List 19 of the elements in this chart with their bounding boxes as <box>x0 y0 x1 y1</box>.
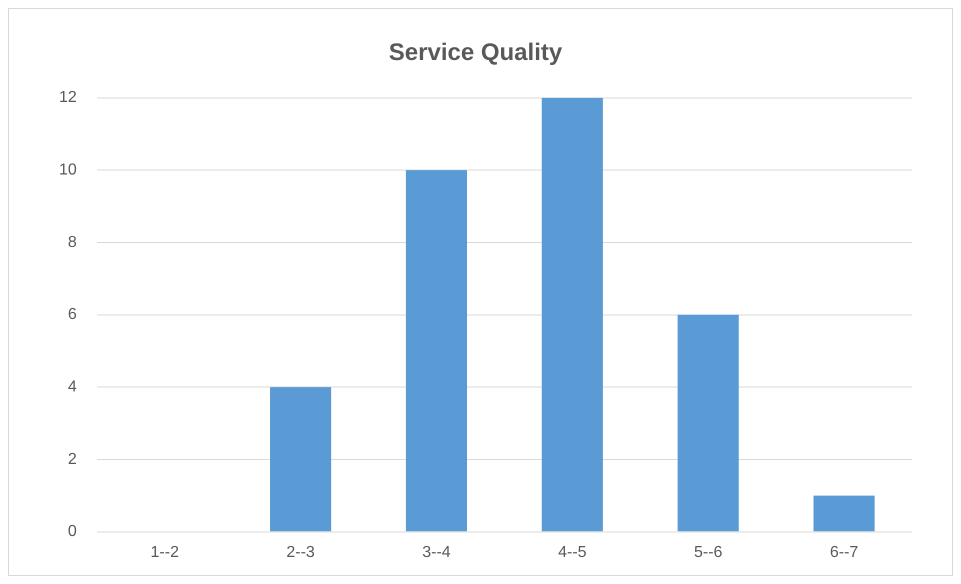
y-tick-label: 0 <box>68 523 77 540</box>
chart-title: Service Quality <box>388 39 563 66</box>
bar <box>406 170 468 532</box>
y-tick-label: 4 <box>68 378 77 396</box>
y-tick-label: 8 <box>68 234 77 251</box>
y-tick-label: 12 <box>59 89 77 106</box>
y-tick-label: 6 <box>68 306 77 324</box>
x-tick-label: 6--7 <box>830 544 858 561</box>
y-tick-label: 2 <box>68 450 77 468</box>
bar <box>813 496 875 532</box>
y-tick-label: 10 <box>59 162 77 179</box>
x-tick-label: 2--3 <box>286 544 315 561</box>
x-tick-label: 1--2 <box>150 544 180 561</box>
bar <box>270 387 332 532</box>
bar <box>542 98 603 532</box>
x-tick-label: 4--5 <box>558 544 587 561</box>
x-tick-label: 5--6 <box>694 544 723 561</box>
x-tick-label: 3--4 <box>422 544 451 561</box>
bar <box>678 314 739 532</box>
